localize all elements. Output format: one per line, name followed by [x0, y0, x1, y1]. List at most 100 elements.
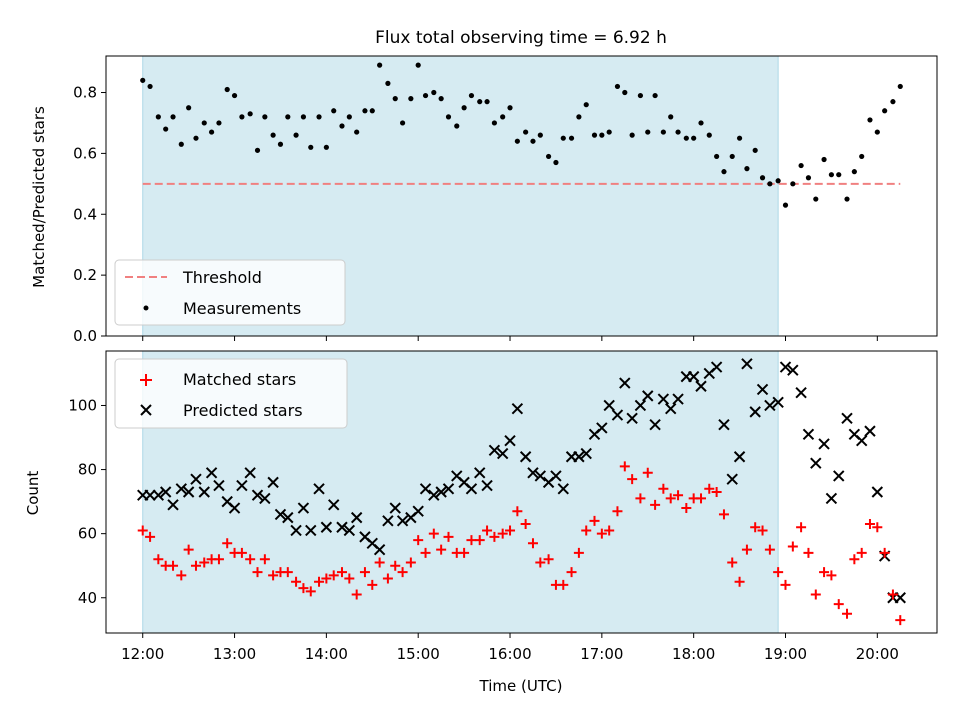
- matched-star-point: [787, 541, 798, 552]
- matched-star-point: [581, 525, 592, 536]
- threshold-legend-label: Threshold: [182, 268, 262, 287]
- predicted-star-point: [741, 358, 753, 370]
- matched-star-point: [190, 560, 201, 571]
- matched-star-point: [183, 544, 194, 555]
- top-legend-box: [114, 259, 346, 326]
- measurement-point: [392, 96, 398, 102]
- y-tick-label: 0.8: [73, 84, 97, 102]
- measurement-point: [568, 135, 575, 141]
- predicted-star-point: [695, 380, 707, 392]
- predicted-star-point: [657, 393, 670, 405]
- predicted-star-point: [442, 483, 455, 495]
- measurement-point: [706, 132, 712, 138]
- measurement-point: [468, 92, 475, 99]
- matched-star-point: [413, 535, 424, 546]
- matched-star-point: [819, 567, 830, 578]
- x-tick-label: 14:00: [305, 645, 348, 663]
- measurement-point: [339, 123, 345, 129]
- measurement-point: [231, 92, 238, 99]
- measurement-point: [216, 120, 222, 126]
- measurements-legend-label: Measurements: [183, 299, 301, 318]
- predicted-star-point: [389, 502, 401, 514]
- measurement-point: [147, 83, 153, 90]
- predicted-star-point: [244, 467, 256, 479]
- measurement-point: [477, 99, 483, 105]
- predicted-star-point: [519, 451, 532, 463]
- measurement-point: [491, 120, 498, 126]
- matched-star-point: [589, 515, 600, 526]
- measurement-point: [170, 114, 176, 120]
- y-tick-label: 0.0: [73, 327, 97, 345]
- ratio-panel: Flux total observing time = 6.92 h 0.00.…: [30, 28, 938, 345]
- measurement-point: [461, 105, 467, 111]
- y-tick-label: 60: [78, 525, 97, 543]
- predicted-star-point: [474, 467, 486, 479]
- measurement-point: [606, 129, 612, 135]
- predicted-star-point: [182, 486, 195, 498]
- predicted-star-point: [152, 489, 165, 501]
- measurement-points: [140, 62, 903, 208]
- matched-star-point: [558, 579, 569, 590]
- measurement-point: [362, 108, 368, 114]
- predicted-star-point: [626, 412, 638, 425]
- predicted-star-point: [718, 418, 730, 431]
- matched-star-point: [436, 544, 447, 555]
- predicted-star-point: [350, 511, 363, 524]
- y-tick-label: 0.6: [73, 144, 97, 162]
- predicted-star-point: [634, 399, 647, 412]
- predicted-star-point: [795, 386, 807, 399]
- measurement-point: [316, 114, 322, 120]
- measurement-point: [163, 126, 169, 132]
- x-tick-label: 18:00: [672, 645, 715, 663]
- predicted-star-point: [733, 451, 746, 463]
- predicted-star-point: [603, 399, 615, 412]
- top-y-axis-label: Matched/Predicted stars: [30, 106, 48, 288]
- predicted-stars-points: [137, 358, 906, 604]
- measurement-point: [500, 114, 506, 120]
- measurement-point: [637, 92, 644, 99]
- matched-star-point: [199, 557, 210, 568]
- measurement-point: [208, 129, 215, 135]
- measurement-point: [882, 108, 888, 114]
- measurement-point: [454, 123, 460, 129]
- predicted-star-point: [428, 489, 440, 501]
- measurement-point: [767, 181, 773, 187]
- measurement-point: [193, 135, 199, 141]
- predicted-star-point: [488, 444, 501, 457]
- measurement-point: [285, 114, 291, 120]
- x-tick-label: 17:00: [580, 645, 623, 663]
- predicted-star-point: [810, 457, 822, 469]
- bottom-x-axis-ticks: 12:00 13:00 14:00 15:00 16:00 17:00 18:00 19:00…: [121, 633, 899, 663]
- measurement-point: [331, 108, 337, 114]
- matched-star-point: [696, 493, 707, 504]
- matched-star-point: [750, 522, 761, 533]
- matched-star-point: [635, 493, 646, 504]
- matched-star-point: [328, 570, 339, 581]
- measurement-point: [308, 144, 314, 150]
- matched-star-point: [245, 554, 256, 565]
- predicted-star-point: [336, 521, 348, 533]
- predicted-star-point: [328, 499, 340, 511]
- measurement-point: [614, 83, 621, 90]
- measurement-point: [890, 99, 896, 105]
- measurement-point: [897, 83, 903, 90]
- predicted-star-point: [665, 402, 677, 415]
- matched-star-point: [359, 567, 370, 578]
- matched-star-point: [887, 589, 898, 600]
- matched-star-point: [474, 535, 485, 546]
- predicted-star-point: [596, 422, 608, 434]
- y-tick-label: 80: [78, 461, 97, 479]
- bottom-legend-box: [114, 358, 348, 429]
- predicted-star-point: [290, 524, 302, 537]
- measurement-point: [385, 80, 391, 86]
- predicted-star-point: [251, 489, 264, 501]
- matched-star-point: [826, 570, 837, 581]
- matched-star-point: [681, 503, 692, 514]
- measurement-point: [484, 99, 490, 105]
- predicted-star-point: [144, 489, 156, 501]
- matched-star-point: [268, 570, 279, 581]
- predicted-star-point: [818, 438, 830, 450]
- predicted-star-point: [573, 451, 585, 463]
- predicted-star-point: [749, 406, 761, 418]
- measurement-point: [805, 175, 812, 181]
